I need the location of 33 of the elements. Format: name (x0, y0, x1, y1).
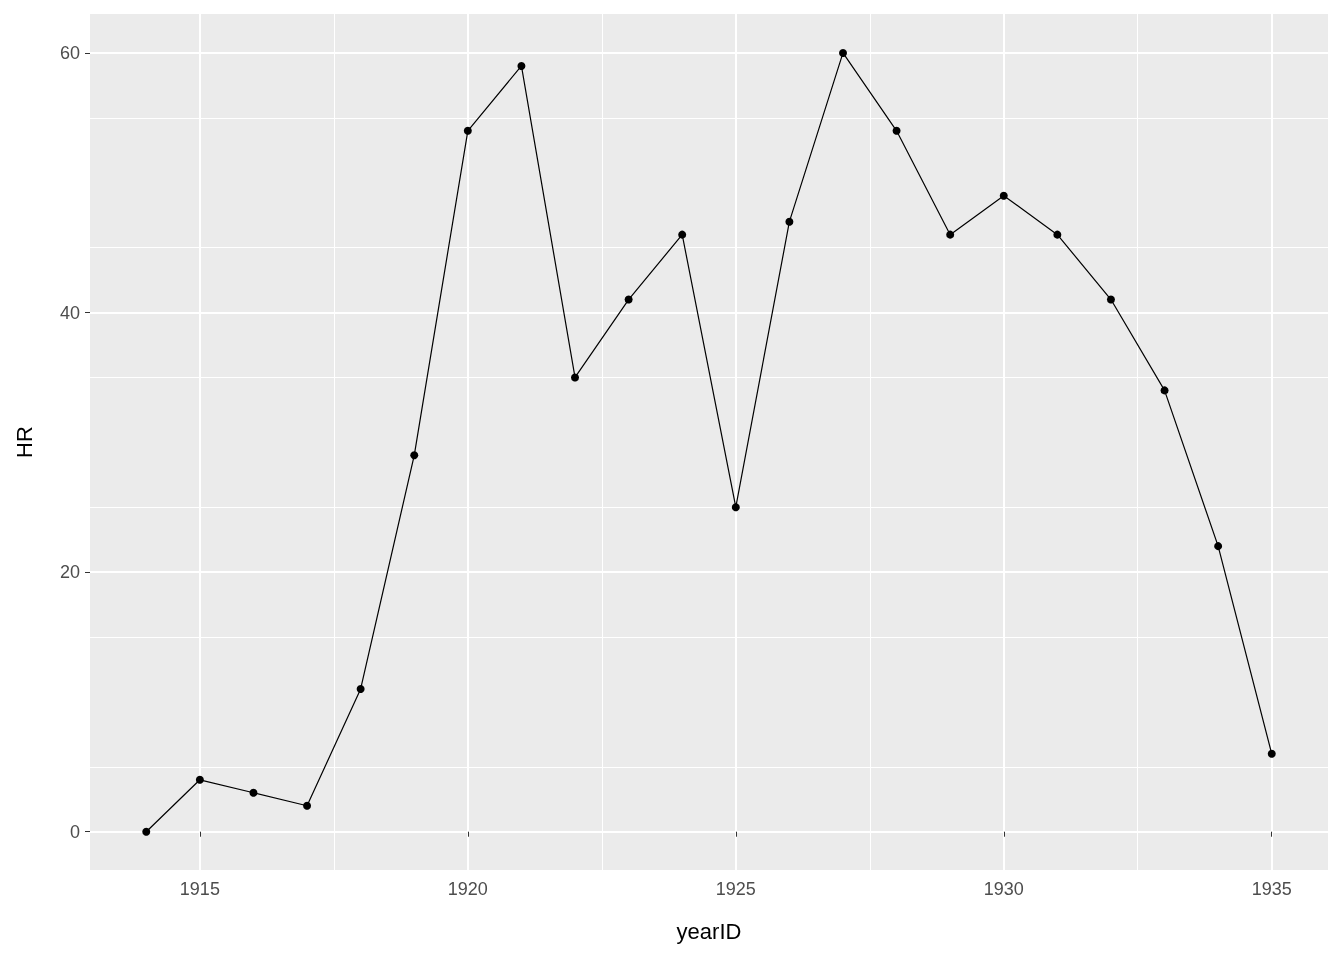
point (1214, 542, 1223, 551)
point (892, 126, 901, 135)
point (1053, 230, 1062, 239)
y-tick-label: 0 (69, 821, 80, 842)
point (731, 503, 740, 512)
point (1160, 386, 1169, 395)
point (571, 373, 580, 382)
point (999, 191, 1008, 200)
x-axis-title: yearID (676, 918, 742, 944)
point (249, 788, 258, 797)
point (838, 48, 847, 57)
y-tick-label: 40 (59, 302, 80, 323)
x-tick-label: 1930 (983, 879, 1024, 899)
x-tick-label: 1920 (447, 879, 488, 899)
point (1267, 749, 1276, 758)
point (517, 61, 526, 70)
point (142, 827, 151, 836)
point (678, 230, 687, 239)
y-tick-label: 60 (59, 42, 80, 63)
x-tick-label: 1935 (1251, 879, 1292, 899)
point (303, 801, 312, 810)
point (1106, 295, 1115, 304)
point (624, 295, 633, 304)
point (356, 684, 365, 693)
point (785, 217, 794, 226)
x-tick-label: 1925 (715, 879, 756, 899)
point (195, 775, 204, 784)
point (410, 451, 419, 460)
point (946, 230, 955, 239)
x-tick-label: 1915 (179, 879, 220, 899)
point (463, 126, 472, 135)
y-tick-label: 20 (59, 562, 80, 583)
y-axis-title: HR (11, 426, 37, 458)
